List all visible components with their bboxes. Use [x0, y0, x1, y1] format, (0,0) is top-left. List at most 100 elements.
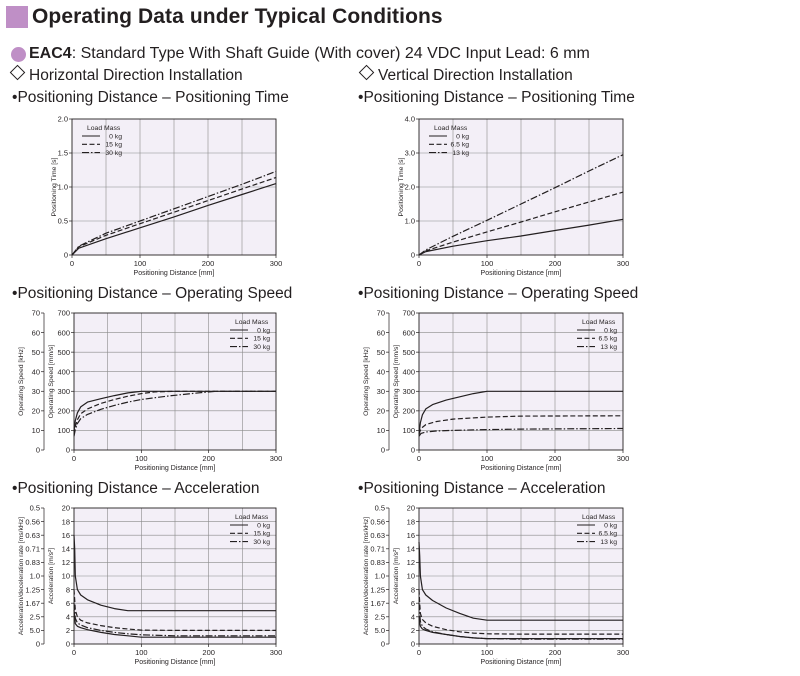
x-tick-label: 200 [549, 648, 562, 657]
y-tick-label: 4 [411, 613, 415, 622]
y-tick-label: 700 [57, 309, 70, 318]
secondary-y-tick-label: 60 [377, 328, 385, 337]
secondary-y-tick-label: 0.83 [370, 558, 385, 567]
x-tick-label: 300 [617, 454, 630, 463]
secondary-y-tick-label: 1.67 [370, 599, 385, 608]
series-line-0-kg [73, 390, 276, 432]
legend-label: 13 kg [600, 344, 617, 351]
y-tick-label: 16 [407, 531, 415, 540]
y-axis-label: Acceleration [m/s²] [393, 548, 400, 604]
legend-title: Load Mass [235, 514, 269, 521]
secondary-y-tick-label: 30 [32, 387, 40, 396]
x-axis-label: Positioning Distance [mm] [135, 659, 216, 666]
secondary-y-tick-label: 60 [32, 328, 40, 337]
product-description: : Standard Type With Shaft Guide (With c… [71, 45, 590, 62]
heading-h-time: •Positioning Distance – Positioning Time [12, 89, 289, 106]
secondary-y-tick-label: 2.5 [30, 613, 40, 622]
y-tick-label: 12 [62, 558, 70, 567]
x-tick-label: 100 [134, 259, 147, 268]
secondary-y-tick-label: 0 [36, 446, 40, 455]
secondary-y-axis-label: Operating Speed [kHz] [18, 347, 25, 416]
y-tick-label: 2.0 [405, 183, 415, 192]
secondary-y-tick-label: 0.71 [25, 545, 40, 554]
y-tick-label: 200 [57, 407, 70, 416]
x-tick-label: 0 [417, 259, 421, 268]
y-tick-label: 10 [62, 572, 70, 581]
secondary-y-tick-label: 0.56 [370, 517, 385, 526]
x-tick-label: 0 [70, 259, 74, 268]
y-tick-label: 18 [62, 517, 70, 526]
secondary-y-axis-label: Acceleration/deceleration rate [ms/kHz] [18, 517, 25, 635]
circle-bullet-icon [11, 46, 26, 62]
y-tick-label: 12 [407, 558, 415, 567]
secondary-y-tick-label: 40 [377, 367, 385, 376]
x-axis-label: Positioning Distance [mm] [134, 270, 215, 277]
secondary-y-tick-label: 20 [377, 407, 385, 416]
y-tick-label: 0 [66, 640, 70, 649]
horizontal-installation-label: Horizontal Direction Installation [29, 67, 243, 84]
y-axis-label: Acceleration [m/s²] [48, 548, 55, 604]
series-line-15-kg [71, 176, 277, 256]
secondary-y-tick-label: 0 [381, 446, 385, 455]
y-tick-label: 4 [66, 613, 70, 622]
x-tick-label: 100 [481, 259, 494, 268]
legend-label: 13 kg [600, 539, 617, 546]
chart-horizontal-positioning-time: 0 0.5 1.0 1.5 2.0 0 100 200 300 Positioning Dista… [51, 115, 282, 277]
y-tick-label: 16 [62, 531, 70, 540]
legend-label: 15 kg [253, 531, 270, 538]
series-line-30-kg [71, 170, 277, 256]
y-tick-label: 400 [402, 367, 415, 376]
y-tick-label: 1.0 [405, 217, 415, 226]
plot-frame [418, 507, 624, 645]
x-tick-label: 100 [481, 648, 494, 657]
legend-title: Load Mass [235, 319, 269, 326]
secondary-y-tick-label: 1.0 [375, 572, 385, 581]
secondary-y-tick-label: 0 [36, 640, 40, 649]
secondary-y-tick-label: 1.25 [25, 585, 40, 594]
y-tick-label: 0 [411, 640, 415, 649]
page-header: Operating Data under Typical Conditions [6, 4, 443, 30]
heading-h-accel-label: Positioning Distance – Acceleration [17, 480, 260, 497]
y-tick-label: 0 [64, 251, 68, 260]
legend-label: 0 kg [604, 327, 617, 334]
x-tick-label: 200 [202, 259, 215, 268]
legend-label: 30 kg [253, 539, 270, 546]
series-line-15-kg [73, 589, 276, 631]
legend-label: 0 kg [456, 133, 469, 140]
product-line: EAC4 : Standard Type With Shaft Guide (W… [11, 45, 590, 63]
y-tick-label: 200 [402, 407, 415, 416]
diamond-icon [358, 64, 375, 81]
series-line-30-kg [73, 390, 276, 437]
secondary-y-tick-label: 0.63 [370, 531, 385, 540]
series-line-0-kg-deceleration [418, 616, 623, 640]
y-axis-label: Operating Speed [mm/s] [48, 345, 55, 419]
legend-label: 30 kg [105, 150, 122, 157]
secondary-y-axis-label: Operating Speed [kHz] [363, 347, 370, 416]
y-tick-label: 10 [407, 572, 415, 581]
y-tick-label: 700 [402, 309, 415, 318]
secondary-y-tick-label: 70 [377, 309, 385, 318]
secondary-y-tick-label: 10 [377, 426, 385, 435]
y-tick-label: 6 [411, 599, 415, 608]
x-tick-label: 300 [270, 454, 283, 463]
x-axis-label: Positioning Distance [mm] [135, 465, 216, 472]
heading-v-accel: •Positioning Distance – Acceleration [358, 480, 606, 497]
legend-label: 0 kg [257, 327, 270, 334]
legend-label: 15 kg [105, 142, 122, 149]
secondary-y-tick-label: 5.0 [30, 626, 40, 635]
x-axis-label: Positioning Distance [mm] [481, 659, 562, 666]
x-tick-label: 300 [617, 259, 630, 268]
secondary-y-tick-label: 20 [32, 407, 40, 416]
y-tick-label: 1.5 [58, 149, 68, 158]
x-tick-label: 100 [481, 454, 494, 463]
secondary-y-tick-label: 40 [32, 367, 40, 376]
y-tick-label: 100 [57, 426, 70, 435]
legend-label: 0 kg [257, 522, 270, 529]
y-tick-label: 0 [411, 251, 415, 260]
series-line-0-kg [418, 390, 623, 435]
y-tick-label: 100 [402, 426, 415, 435]
y-axis-label: Operating Speed [mm/s] [393, 345, 400, 419]
series-line-6-5-kg [418, 589, 623, 635]
plot-frame [418, 118, 624, 256]
